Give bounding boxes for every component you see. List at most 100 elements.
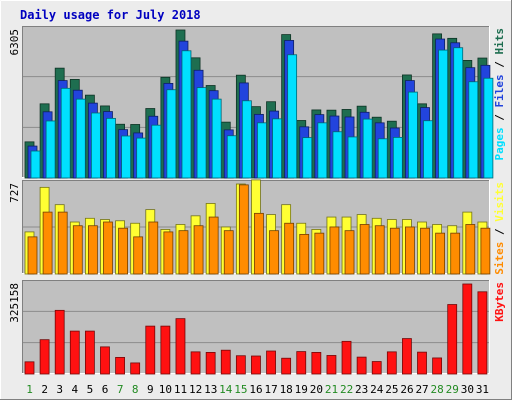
bar-kbytes-day-7 bbox=[115, 356, 125, 375]
bar-sites-day-21 bbox=[329, 226, 340, 275]
bar-pages-day-30 bbox=[468, 81, 479, 179]
bar-kbytes-day-13 bbox=[205, 352, 216, 375]
day-label-4: 4 bbox=[72, 383, 79, 396]
bar-pages-day-10 bbox=[166, 89, 177, 179]
bar-pages-day-12 bbox=[196, 87, 207, 179]
bar-sites-day-31 bbox=[480, 227, 491, 275]
bar-sites-day-30 bbox=[465, 224, 476, 275]
y-axis-max-label: 6305 bbox=[8, 29, 21, 56]
bar-pages-day-16 bbox=[257, 122, 267, 179]
bar-kbytes-day-4 bbox=[69, 330, 80, 375]
day-label-17: 17 bbox=[264, 383, 277, 396]
bar-pages-day-19 bbox=[302, 137, 313, 179]
day-label-6: 6 bbox=[102, 383, 109, 396]
bar-kbytes-day-12 bbox=[190, 351, 201, 375]
day-label-23: 23 bbox=[355, 383, 368, 396]
bar-kbytes-day-1 bbox=[24, 361, 35, 375]
day-label-10: 10 bbox=[159, 383, 172, 396]
bar-pages-day-21 bbox=[332, 131, 343, 179]
bar-sites-day-17 bbox=[269, 230, 279, 275]
bar-pages-day-3 bbox=[60, 87, 71, 179]
bar-kbytes-day-31 bbox=[477, 291, 488, 375]
bar-kbytes-day-26 bbox=[402, 338, 412, 375]
y-axis-max-label: 727 bbox=[8, 183, 21, 203]
day-label-22: 22 bbox=[340, 383, 353, 396]
day-label-25: 25 bbox=[385, 383, 398, 396]
bar-kbytes-day-16 bbox=[251, 355, 261, 375]
bar-kbytes-day-21 bbox=[326, 355, 337, 375]
bar-sites-day-20 bbox=[314, 232, 325, 275]
bar-sites-day-18 bbox=[284, 222, 295, 275]
bar-pages-day-15 bbox=[241, 100, 252, 179]
day-label-1: 1 bbox=[26, 383, 33, 396]
day-label-19: 19 bbox=[295, 383, 308, 396]
bar-kbytes-day-24 bbox=[371, 361, 382, 375]
right-legend-label: Sites / Visits bbox=[493, 182, 506, 275]
bar-sites-day-27 bbox=[420, 227, 430, 275]
bar-sites-day-23 bbox=[359, 224, 370, 275]
bar-kbytes-day-3 bbox=[54, 309, 65, 375]
bar-kbytes-day-11 bbox=[175, 318, 186, 375]
bar-pages-day-24 bbox=[377, 138, 388, 179]
right-legend-label: Pages / Files / Hits bbox=[493, 28, 506, 161]
bar-sites-day-28 bbox=[435, 232, 446, 275]
bar-sites-day-22 bbox=[344, 230, 355, 275]
bar-kbytes-day-22 bbox=[341, 340, 352, 375]
bar-sites-day-15 bbox=[238, 184, 249, 275]
bar-kbytes-day-25 bbox=[386, 351, 397, 375]
bar-pages-day-22 bbox=[347, 136, 358, 179]
day-label-5: 5 bbox=[87, 383, 94, 396]
legend-pages: Pages bbox=[493, 127, 506, 160]
day-label-30: 30 bbox=[461, 383, 474, 396]
right-legend-label: KBytes bbox=[493, 282, 506, 322]
bar-pages-day-26 bbox=[408, 91, 418, 179]
day-label-28: 28 bbox=[431, 383, 444, 396]
bar-pages-day-2 bbox=[45, 120, 56, 179]
bar-kbytes-day-29 bbox=[447, 304, 458, 375]
chart-title: Daily usage for July 2018 bbox=[20, 8, 201, 22]
bar-pages-day-25 bbox=[392, 136, 403, 179]
bar-kbytes-day-6 bbox=[100, 346, 110, 375]
bar-kbytes-day-17 bbox=[266, 350, 276, 375]
legend-visits: Visits bbox=[493, 182, 506, 222]
bar-sites-day-16 bbox=[254, 212, 264, 275]
day-label-24: 24 bbox=[370, 383, 384, 396]
bar-sites-day-12 bbox=[193, 225, 204, 275]
bar-sites-day-19 bbox=[299, 233, 310, 275]
bar-kbytes-day-23 bbox=[356, 356, 367, 375]
bar-sites-day-7 bbox=[118, 227, 128, 275]
bar-sites-day-26 bbox=[405, 226, 415, 275]
bar-kbytes-day-10 bbox=[160, 325, 171, 375]
bar-kbytes-day-5 bbox=[84, 330, 95, 375]
day-label-27: 27 bbox=[415, 383, 428, 396]
bar-pages-day-11 bbox=[181, 50, 192, 179]
bar-pages-day-20 bbox=[317, 122, 328, 179]
day-label-31: 31 bbox=[476, 383, 489, 396]
y-axis-max-label: 325158 bbox=[8, 283, 21, 323]
bar-sites-day-3 bbox=[57, 211, 68, 275]
bar-kbytes-day-28 bbox=[432, 357, 443, 375]
bar-kbytes-day-20 bbox=[311, 352, 322, 375]
day-label-18: 18 bbox=[280, 383, 293, 396]
day-label-15: 15 bbox=[234, 383, 247, 396]
bar-sites-day-13 bbox=[208, 216, 219, 275]
day-label-8: 8 bbox=[132, 383, 139, 396]
bar-kbytes-day-18 bbox=[281, 357, 292, 375]
bar-pages-day-4 bbox=[75, 98, 86, 179]
bar-sites-day-10 bbox=[163, 231, 174, 275]
bar-pages-day-9 bbox=[151, 124, 162, 179]
bar-pages-day-27 bbox=[423, 120, 433, 179]
bar-pages-day-6 bbox=[106, 117, 116, 179]
bar-sites-day-11 bbox=[178, 230, 189, 275]
bar-sites-day-6 bbox=[103, 221, 113, 275]
bar-kbytes-day-8 bbox=[130, 362, 141, 375]
bar-sites-day-4 bbox=[72, 225, 83, 275]
day-label-26: 26 bbox=[400, 383, 413, 396]
bar-sites-day-5 bbox=[87, 225, 98, 275]
legend-files: Files bbox=[493, 74, 506, 107]
day-label-7: 7 bbox=[117, 383, 124, 396]
bar-kbytes-day-30 bbox=[462, 283, 473, 375]
legend-hits: Hits bbox=[493, 28, 506, 55]
